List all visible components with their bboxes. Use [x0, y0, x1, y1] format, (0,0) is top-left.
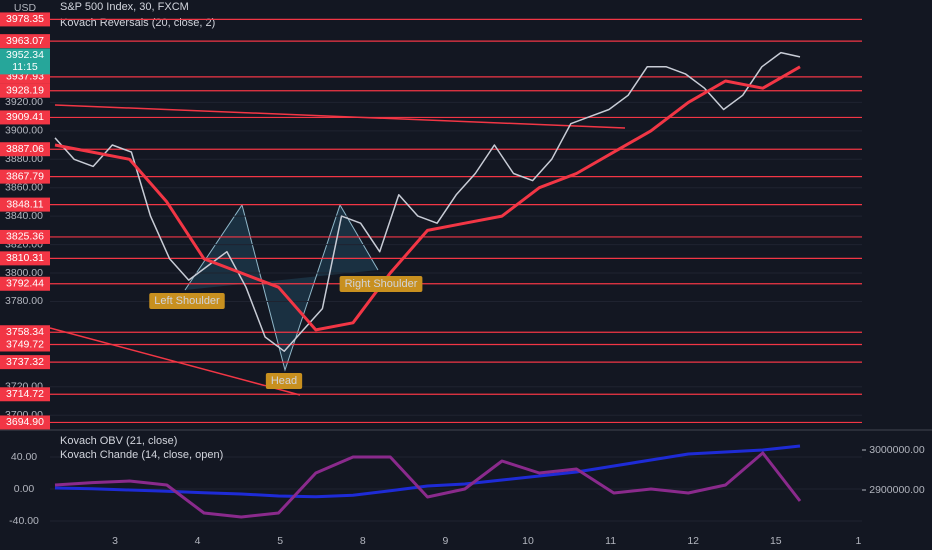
- annotation: Head: [271, 375, 297, 387]
- y-tick-label: 3920.00: [5, 96, 43, 108]
- annotation: Left Shoulder: [154, 295, 220, 307]
- currency: USD: [14, 2, 37, 14]
- level-tag: [0, 276, 50, 291]
- level-tag: [0, 34, 50, 49]
- legend-entry: Kovach OBV (21, close): [60, 435, 177, 447]
- y-tick-label: 3860.00: [5, 181, 43, 193]
- y-tick-label: 0.00: [14, 483, 35, 495]
- x-tick-label: 1: [855, 535, 861, 547]
- x-tick-label: 3: [112, 535, 118, 547]
- annotation-box: [149, 293, 225, 309]
- trend-line: [49, 327, 301, 396]
- series-line: [54, 451, 802, 519]
- x-tick-label: 12: [687, 535, 699, 547]
- y2-tick-label: 2900000.00: [869, 484, 925, 496]
- series-line: [54, 444, 801, 499]
- y-tick-label: -40.00: [9, 515, 39, 527]
- last-price: 3952.34: [6, 49, 44, 61]
- level-label: 3867.79: [6, 170, 44, 182]
- x-tick-label: 8: [360, 535, 366, 547]
- trend-line: [54, 104, 626, 129]
- level-label: 3810.31: [6, 252, 44, 264]
- x-tick-label: 9: [442, 535, 448, 547]
- annotation: Right Shoulder: [345, 278, 418, 290]
- annotation-box: [265, 373, 303, 389]
- level-label: 3737.32: [6, 356, 44, 368]
- y-tick-label: 40.00: [11, 451, 37, 463]
- chart-title: S&P 500 Index, 30, FXCM: [60, 1, 189, 13]
- level-label: 3963.07: [6, 35, 44, 47]
- level-tag: [0, 355, 50, 370]
- level-label: 3848.11: [6, 198, 43, 210]
- annotation-box: [339, 276, 423, 292]
- level-label: 3694.90: [6, 416, 44, 428]
- x-tick-label: 4: [195, 535, 201, 547]
- level-label: 3825.36: [6, 231, 44, 243]
- last-price-tag: [0, 48, 50, 75]
- last-time: 11:15: [12, 61, 38, 73]
- level-tag: [0, 110, 50, 125]
- x-tick-label: 10: [522, 535, 534, 547]
- level-label: 3978.35: [6, 13, 44, 25]
- level-tag: [0, 325, 50, 340]
- level-label: 3887.06: [6, 143, 44, 155]
- level-tag: [0, 415, 50, 430]
- y2-tick-label: 3000000.00: [869, 444, 925, 456]
- series-line: [54, 65, 801, 332]
- level-label: 3758.34: [6, 326, 44, 338]
- level-tag: [0, 12, 50, 27]
- level-tag: [0, 337, 50, 352]
- x-tick-label: 11: [605, 535, 616, 547]
- indicator-label: Kovach Reversals (20, close, 2): [60, 17, 215, 29]
- y-tick-label: 3780.00: [5, 295, 43, 307]
- level-tag: [0, 83, 50, 98]
- y-tick-label: 3900.00: [5, 125, 43, 137]
- level-label: 3928.19: [6, 85, 44, 97]
- level-tag: [0, 251, 50, 266]
- series-line: [54, 51, 801, 352]
- level-tag: [0, 197, 50, 212]
- level-tag: [0, 229, 50, 244]
- legend-entry: Kovach Chande (14, close, open): [60, 449, 223, 461]
- level-tag: [0, 142, 50, 157]
- level-label: 3792.44: [6, 278, 44, 290]
- x-tick-label: 5: [277, 535, 283, 547]
- level-label: 3749.72: [6, 338, 44, 350]
- level-label: 3909.41: [6, 111, 44, 123]
- y-tick-label: 3840.00: [5, 210, 43, 222]
- level-tag: [0, 387, 50, 402]
- pattern: [184, 203, 379, 372]
- x-tick-label: 15: [770, 535, 782, 547]
- y-tick-label: 3800.00: [5, 267, 43, 279]
- level-tag: [0, 169, 50, 184]
- level-label: 3714.72: [6, 388, 44, 400]
